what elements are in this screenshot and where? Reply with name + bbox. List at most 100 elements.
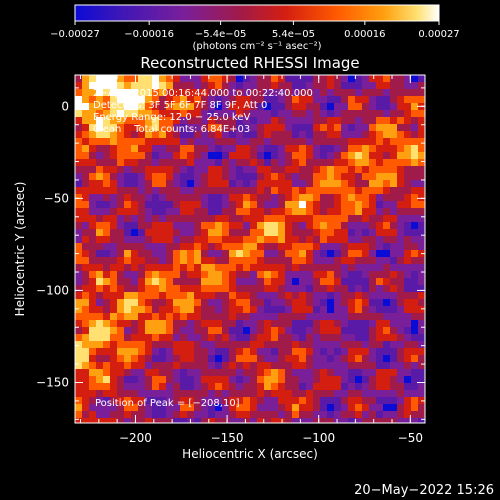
heatmap-cell	[243, 390, 251, 398]
heatmap-cell	[229, 201, 237, 209]
heatmap-cell	[320, 341, 328, 349]
heatmap-cell	[96, 320, 104, 328]
heatmap-cell	[96, 96, 104, 104]
heatmap-cell	[376, 250, 384, 258]
heatmap-cell	[313, 117, 321, 125]
heatmap-cell	[159, 334, 167, 342]
heatmap-cell	[243, 271, 251, 279]
heatmap-cell	[257, 124, 265, 132]
heatmap-cell	[362, 201, 370, 209]
heatmap-cell	[362, 383, 370, 391]
heatmap-cell	[390, 341, 398, 349]
heatmap-cell	[82, 187, 90, 195]
heatmap-cell	[369, 215, 377, 223]
heatmap-cell	[131, 418, 139, 423]
heatmap-cell	[75, 152, 83, 160]
heatmap-cell	[355, 362, 363, 370]
heatmap-cell	[222, 236, 230, 244]
heatmap-cell	[306, 250, 314, 258]
heatmap-cell	[173, 194, 181, 202]
heatmap-cell	[194, 411, 202, 419]
heatmap-cell	[348, 75, 356, 83]
heatmap-cell	[355, 194, 363, 202]
heatmap-cell	[201, 131, 209, 139]
heatmap-cell	[131, 257, 139, 265]
heatmap-cell	[390, 355, 398, 363]
heatmap-cell	[110, 215, 118, 223]
heatmap-cell	[250, 292, 258, 300]
heatmap-cell	[313, 173, 321, 181]
heatmap-cell	[320, 355, 328, 363]
heatmap-cell	[390, 117, 398, 125]
heatmap-cell	[320, 187, 328, 195]
heatmap-cell	[348, 250, 356, 258]
heatmap-cell	[229, 180, 237, 188]
heatmap-cell	[313, 355, 321, 363]
heatmap-cell	[397, 152, 405, 160]
heatmap-cell	[411, 404, 419, 412]
heatmap-cell	[194, 355, 202, 363]
heatmap-cell	[222, 348, 230, 356]
heatmap-cell	[334, 194, 342, 202]
heatmap-cell	[82, 110, 90, 118]
heatmap-cell	[376, 103, 384, 111]
heatmap-cell	[82, 348, 90, 356]
heatmap-cell	[96, 292, 104, 300]
heatmap-cell	[264, 348, 272, 356]
heatmap-cell	[243, 383, 251, 391]
heatmap-cell	[117, 299, 125, 307]
heatmap-cell	[208, 278, 216, 286]
heatmap-cell	[355, 131, 363, 139]
heatmap-cell	[411, 82, 419, 90]
heatmap-cell	[222, 215, 230, 223]
heatmap-cell	[313, 187, 321, 195]
heatmap-cell	[208, 159, 216, 167]
heatmap-cell	[180, 124, 188, 132]
heatmap-cell	[138, 257, 146, 265]
heatmap-cell	[138, 236, 146, 244]
heatmap-cell	[124, 75, 132, 83]
heatmap-cell	[208, 355, 216, 363]
heatmap-cell	[257, 250, 265, 258]
heatmap-cell	[404, 138, 412, 146]
heatmap-cell	[292, 236, 300, 244]
heatmap-cell	[117, 96, 125, 104]
heatmap-cell	[187, 166, 195, 174]
heatmap-cell	[110, 236, 118, 244]
heatmap-cell	[404, 292, 412, 300]
heatmap-cell	[257, 404, 265, 412]
heatmap-cell	[145, 348, 153, 356]
heatmap-cell	[376, 383, 384, 391]
heatmap-cell	[257, 397, 265, 405]
heatmap-cell	[222, 334, 230, 342]
heatmap-cell	[313, 180, 321, 188]
heatmap-cell	[376, 229, 384, 237]
heatmap-cell	[285, 215, 293, 223]
heatmap-cell	[152, 327, 160, 335]
heatmap-cell	[257, 152, 265, 160]
heatmap-cell	[89, 292, 97, 300]
heatmap-cell	[327, 145, 335, 153]
heatmap-cell	[117, 404, 125, 412]
colorbar-tick-label: −0.00016	[124, 29, 174, 40]
heatmap-cell	[243, 208, 251, 216]
heatmap-cell	[187, 215, 195, 223]
heatmap-cell	[306, 383, 314, 391]
heatmap-cell	[306, 159, 314, 167]
heatmap-cell	[397, 327, 405, 335]
heatmap-cell	[138, 285, 146, 293]
heatmap-cell	[250, 362, 258, 370]
heatmap-cell	[194, 320, 202, 328]
heatmap-cell	[194, 103, 202, 111]
heatmap-cell	[215, 131, 223, 139]
heatmap-cell	[418, 418, 425, 423]
heatmap-cell	[404, 376, 412, 384]
heatmap-cell	[404, 264, 412, 272]
heatmap-cell	[75, 75, 83, 83]
heatmap-cell	[404, 411, 412, 419]
heatmap-cell	[285, 236, 293, 244]
heatmap-cell	[397, 215, 405, 223]
heatmap-cell	[369, 103, 377, 111]
heatmap-cell	[369, 166, 377, 174]
heatmap-cell	[173, 362, 181, 370]
